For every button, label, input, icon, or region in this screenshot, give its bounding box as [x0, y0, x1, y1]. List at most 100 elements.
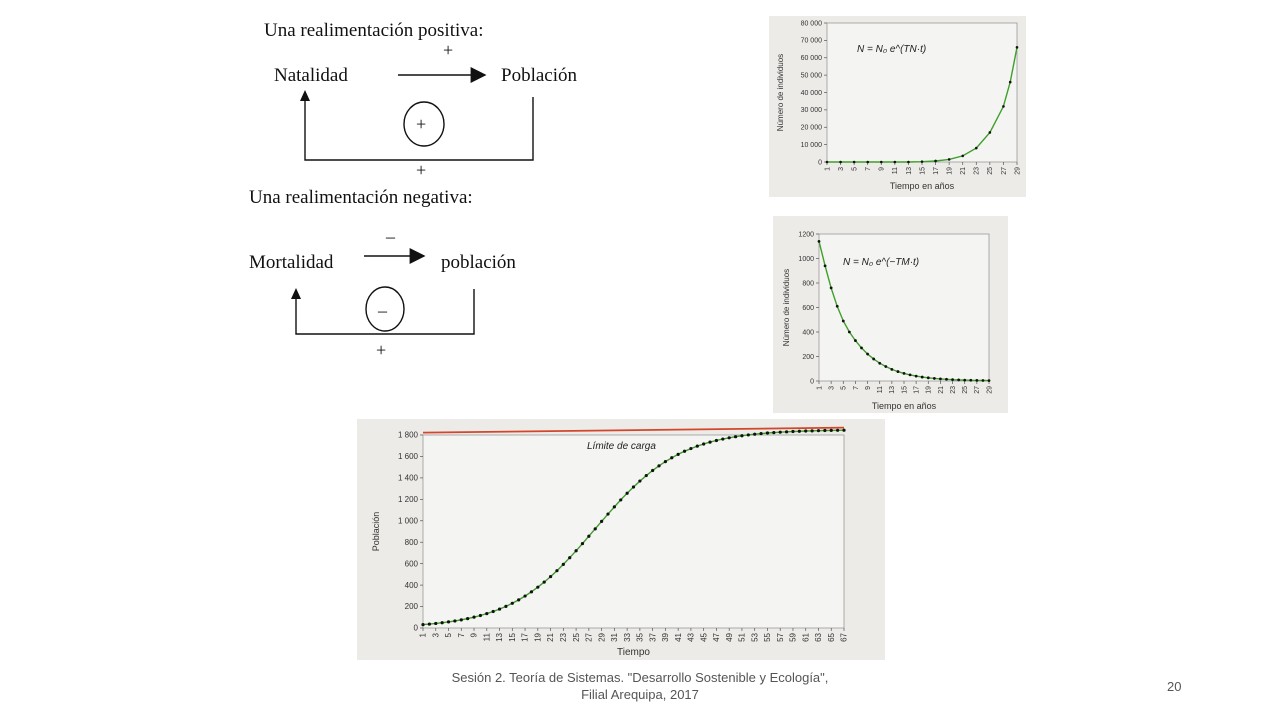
carrying-capacity-line: [422, 426, 845, 434]
data-point: [497, 607, 502, 611]
x-tick-label: 27: [585, 632, 594, 641]
data-point: [600, 519, 604, 523]
data-point: [879, 160, 883, 164]
x-tick-label: 5: [841, 386, 848, 390]
x-tick-label: 57: [776, 632, 785, 641]
x-tick-label: 29: [986, 386, 993, 394]
data-point: [619, 498, 623, 502]
y-tick-label: 600: [405, 559, 419, 568]
data-point: [504, 604, 508, 608]
x-tick-label: 13: [495, 632, 504, 641]
x-tick-label: 21: [938, 386, 945, 394]
chart-exponential-growth: 0 10 000 20 000 30 000 40 000 50 000 60 000 70 …: [769, 16, 1026, 197]
data-point: [459, 618, 463, 622]
y-tick-label: 20 000: [801, 125, 823, 132]
y-tick-label: 0: [414, 624, 419, 633]
x-tick-label: 17: [521, 632, 530, 641]
y-tick-label: 1 600: [398, 452, 419, 461]
data-point: [914, 374, 918, 378]
positive-loop-circle: [403, 101, 445, 147]
data-point: [866, 160, 870, 164]
data-point: [568, 556, 572, 560]
data-point: [631, 485, 636, 489]
x-tick-label: 37: [648, 632, 657, 641]
data-point: [878, 361, 882, 365]
y-tick-label: 1 200: [398, 495, 419, 504]
data-point: [536, 585, 540, 589]
x-tick-label: 55: [763, 632, 772, 641]
data-point: [529, 590, 534, 594]
data-point: [884, 365, 888, 368]
x-tick-label: 9: [865, 386, 872, 390]
data-point: [836, 428, 840, 432]
y-tick-label: 40 000: [801, 90, 823, 97]
chart-annotation: N = N₀ e^(TN·t): [857, 44, 926, 55]
y-axis-label: Población: [371, 512, 381, 552]
node-poblacion-negative: población: [441, 252, 516, 273]
data-point: [727, 436, 731, 440]
chart-annotation: Límite de carga: [587, 441, 656, 452]
data-point: [860, 346, 863, 350]
data-point: [847, 330, 851, 334]
x-tick-label: 1: [816, 386, 823, 390]
data-point: [920, 160, 924, 163]
series-line: [827, 47, 1018, 163]
x-tick-label: 29: [597, 632, 606, 641]
data-point: [421, 623, 425, 627]
x-tick-label: 11: [482, 632, 491, 641]
y-tick-label: 1000: [798, 256, 814, 263]
data-point: [896, 370, 900, 373]
x-tick-label: 21: [960, 167, 967, 175]
x-tick-label: 7: [865, 167, 872, 171]
x-tick-label: 11: [877, 386, 884, 393]
data-point: [825, 160, 829, 164]
x-tick-label: 35: [636, 632, 645, 641]
data-point: [491, 609, 495, 614]
data-point: [932, 377, 936, 380]
data-point: [1008, 80, 1012, 84]
y-tick-label: 60 000: [801, 55, 823, 62]
data-point: [890, 367, 894, 371]
x-axis-label: Tiempo en años: [872, 401, 937, 411]
data-point: [839, 160, 842, 164]
data-point: [663, 459, 667, 464]
data-point: [804, 429, 808, 433]
data-point: [746, 433, 750, 437]
x-tick-label: 25: [987, 167, 994, 175]
data-point: [574, 549, 578, 553]
x-tick-label: 17: [913, 386, 920, 394]
x-tick-label: 41: [674, 632, 683, 641]
y-tick-label: 0: [818, 159, 822, 166]
data-point: [427, 622, 431, 626]
data-point: [841, 319, 845, 323]
data-point: [561, 562, 565, 566]
negative-arrow-sign: _: [386, 220, 395, 240]
data-point: [902, 372, 906, 375]
x-tick-label: 23: [950, 386, 957, 394]
data-point: [472, 615, 476, 619]
x-tick-label: 63: [814, 632, 823, 641]
x-tick-label: 27: [1001, 167, 1008, 175]
y-tick-label: 80 000: [801, 20, 823, 27]
data-point: [823, 428, 827, 433]
data-point: [829, 428, 833, 433]
y-tick-label: 800: [802, 280, 814, 287]
data-point: [682, 449, 687, 453]
y-axis-label: Número de individuos: [776, 54, 785, 131]
y-tick-label: 1 400: [398, 474, 419, 483]
x-axis-label: Tiempo: [617, 647, 650, 658]
data-point: [797, 429, 801, 433]
data-point: [920, 375, 924, 379]
data-point: [759, 431, 763, 436]
data-point: [842, 428, 846, 432]
x-tick-label: 9: [470, 632, 479, 637]
data-point: [753, 432, 757, 436]
data-point: [963, 378, 967, 382]
x-tick-label: 25: [572, 632, 581, 641]
x-tick-label: 21: [546, 632, 555, 641]
data-point: [612, 505, 616, 509]
node-poblacion-positive: Población: [501, 65, 577, 86]
negative-loop-line: [295, 289, 475, 335]
x-tick-label: 39: [661, 632, 670, 641]
feedback-diagrams-lines: [291, 67, 534, 335]
